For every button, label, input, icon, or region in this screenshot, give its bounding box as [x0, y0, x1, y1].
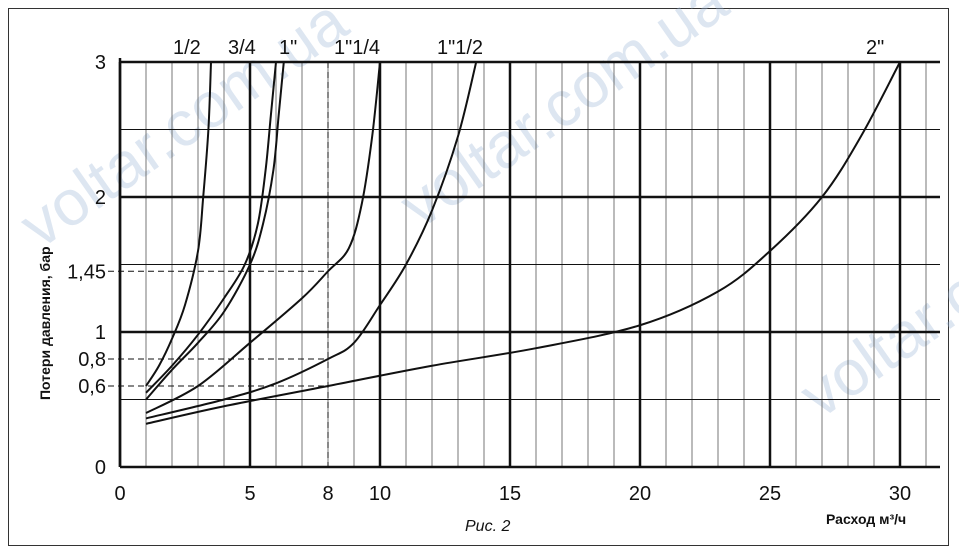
grid [118, 58, 940, 469]
series-label: 1/2 [173, 37, 201, 59]
watermark-layer: voltar.com.ua voltar.com.ua voltar.com.u… [7, 0, 959, 431]
curve-5 [145, 61, 478, 420]
y-tick-label: 1 [95, 322, 106, 344]
series-label: 1"1/2 [437, 37, 483, 59]
curve-6 [145, 61, 901, 425]
curve-1 [145, 61, 212, 387]
y-tick-label: 2 [95, 187, 106, 209]
watermark-text: voltar.com.ua [787, 154, 959, 432]
x-tick-label: 0 [114, 483, 125, 505]
x-tick-label: 8 [322, 483, 333, 505]
curve-4 [145, 61, 381, 414]
series-labels: 1/2 3/4 1" 1"1/4 1"1/2 2" [173, 37, 884, 59]
curve-2 [145, 61, 277, 394]
x-tick-label: 10 [369, 483, 391, 505]
y-tick-label: 0 [95, 457, 106, 479]
x-axis-ticks: 0 5 8 10 15 20 25 30 [114, 483, 911, 505]
y-tick-label: 1,45 [67, 261, 106, 283]
y-tick-label: 3 [95, 52, 106, 74]
curve-3 [145, 61, 285, 401]
series-label: 1" [279, 37, 297, 59]
y-tick-label: 0,8 [78, 349, 106, 371]
x-axis-label: Расход м³/ч [826, 511, 906, 527]
y-tick-label: 0,6 [78, 376, 106, 398]
reference-lines [108, 62, 329, 467]
chart-frame [8, 8, 949, 546]
y-axis-label: Потери давления, бар [37, 246, 53, 400]
x-tick-label: 5 [244, 483, 255, 505]
series-label: 3/4 [228, 37, 256, 59]
x-tick-label: 20 [629, 483, 651, 505]
x-tick-label: 25 [759, 483, 781, 505]
x-tick-label: 15 [499, 483, 521, 505]
y-axis-ticks: 0 0,6 0,8 1 1,45 2 3 [67, 52, 106, 479]
x-tick-label: 30 [889, 483, 911, 505]
series-label: 2" [866, 37, 884, 59]
figure-caption: Рис. 2 [465, 518, 510, 535]
curves [145, 61, 901, 425]
series-label: 1"1/4 [334, 37, 380, 59]
